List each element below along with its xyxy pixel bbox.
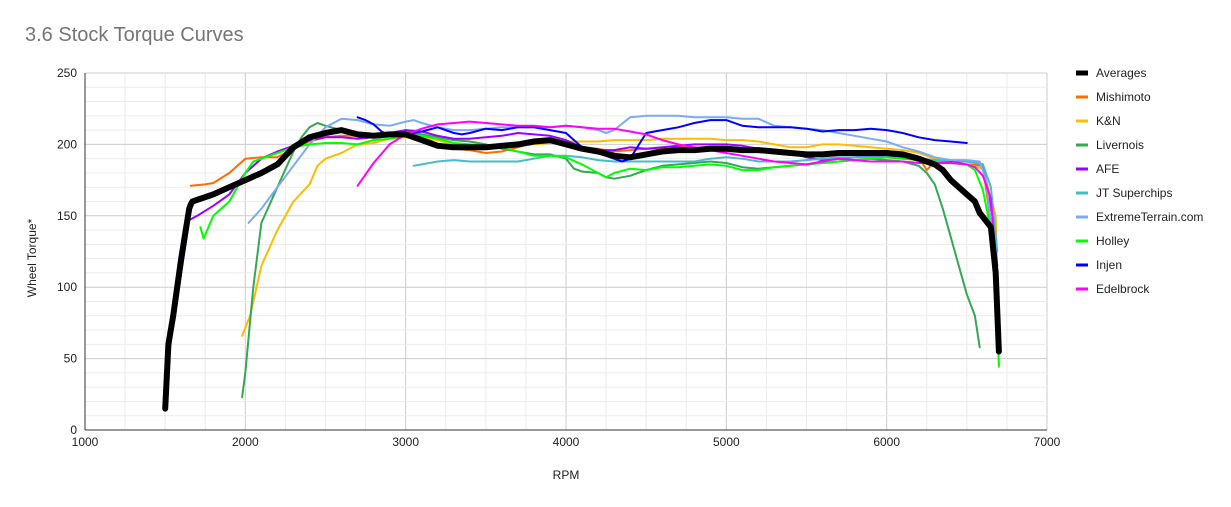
- y-tick-label: 150: [57, 209, 77, 223]
- series-line-holley: [199, 134, 1000, 367]
- x-tick-label: 7000: [1034, 435, 1061, 449]
- legend-label-mishimoto: Mishimoto: [1096, 90, 1151, 104]
- chart-title: 3.6 Stock Torque Curves: [25, 24, 244, 46]
- x-axis-title: RPM: [553, 468, 580, 482]
- legend-label-afe: AFE: [1096, 162, 1119, 176]
- y-tick-label: 100: [57, 280, 77, 294]
- series-layer: [162, 114, 1002, 412]
- x-tick-label: 3000: [392, 435, 419, 449]
- series-line-k-n: [241, 136, 1000, 369]
- series-line-livernois: [241, 122, 981, 399]
- legend-label-holley: Holley: [1096, 234, 1129, 248]
- x-tick-label: 5000: [713, 435, 740, 449]
- x-tick-label: 6000: [873, 435, 900, 449]
- legend-label-injen: Injen: [1096, 258, 1122, 272]
- series-line-averages: [162, 127, 1002, 412]
- y-tick-label: 50: [64, 352, 78, 366]
- legend-label-edelbrock: Edelbrock: [1096, 282, 1150, 296]
- x-tick-label: 4000: [553, 435, 580, 449]
- x-tick-label: 2000: [232, 435, 259, 449]
- y-axis-title: Wheel Torque*: [25, 218, 39, 297]
- legend-label-livernois: Livernois: [1096, 138, 1144, 152]
- legend-label-jt-superchips: JT Superchips: [1096, 186, 1172, 200]
- y-tick-label: 200: [57, 137, 77, 151]
- legend: Averages Mishimoto K&N Livernois AFE JT Super…: [1076, 66, 1203, 296]
- legend-label-averages: Averages: [1096, 66, 1146, 80]
- axis-layer: 1000 2000 3000 4000 5000 6000 7000 0 50 100 150 200…: [57, 66, 1061, 449]
- y-tick-label: 250: [57, 66, 77, 80]
- series-line-extremeterrain-com: [247, 114, 994, 239]
- legend-label-k-n: K&N: [1096, 114, 1121, 128]
- legend-label-extremeterrain-com: ExtremeTerrain.com: [1096, 210, 1203, 224]
- y-tick-label: 0: [70, 423, 77, 437]
- x-tick-label: 1000: [72, 435, 99, 449]
- series-line-jt-superchips: [412, 154, 999, 253]
